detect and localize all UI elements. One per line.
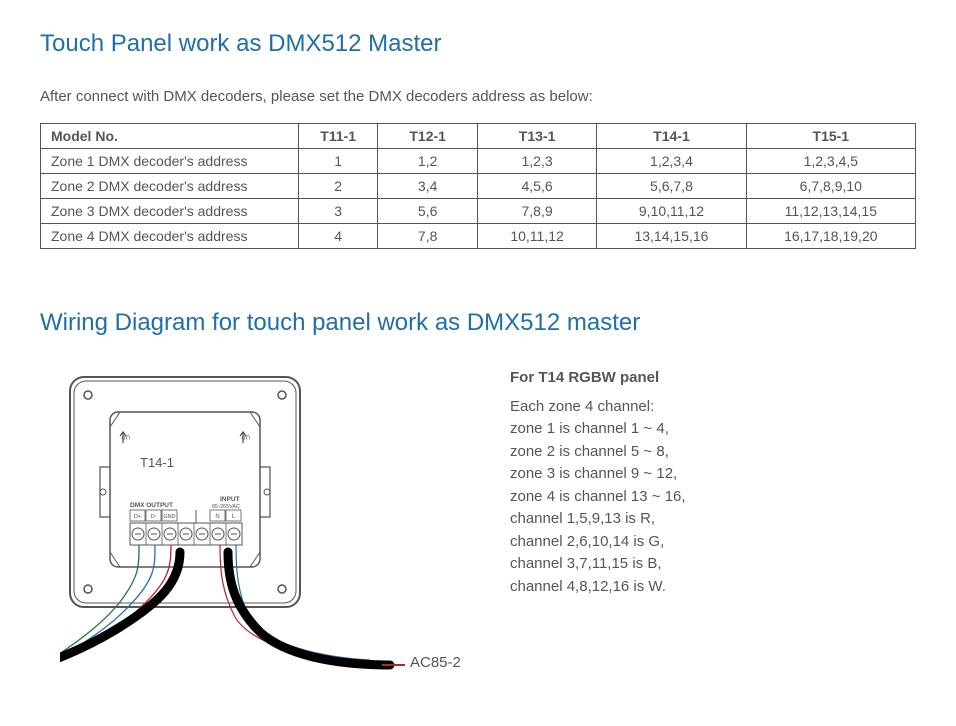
panel-info-line: zone 3 is channel 9 ~ 12,	[510, 463, 916, 486]
table-cell: 1,2	[378, 149, 477, 174]
table-cell: 5,6	[378, 199, 477, 224]
table-cell: 16,17,18,19,20	[746, 224, 915, 249]
table-row: Zone 3 DMX decoder's address35,67,8,99,1…	[41, 199, 916, 224]
input-label: INPUT	[220, 496, 240, 503]
table-cell: Zone 2 DMX decoder's address	[41, 174, 299, 199]
svg-text:N: N	[215, 514, 219, 520]
table-header-cell: T11-1	[298, 124, 378, 149]
panel-info-line: channel 3,7,11,15 is B,	[510, 553, 916, 576]
svg-text:GND: GND	[163, 514, 175, 520]
table-cell: 6,7,8,9,10	[746, 174, 915, 199]
table-cell: 7,8	[378, 224, 477, 249]
panel-info-block: For T14 RGBW panel Each zone 4 channel:z…	[510, 367, 916, 598]
up-label-left: UP	[122, 433, 130, 439]
panel-info-line: channel 1,5,9,13 is R,	[510, 508, 916, 531]
wiring-diagram: UP UP T14-1 DMX OUTPUT INPUT 85-265VAC D…	[60, 367, 460, 682]
table-cell: 9,10,11,12	[597, 199, 746, 224]
dmx-output-label: DMX OUTPUT	[130, 502, 173, 509]
table-cell: 4	[298, 224, 378, 249]
svg-text:D+: D+	[134, 514, 141, 520]
table-cell: 2	[298, 174, 378, 199]
table-cell: 11,12,13,14,15	[746, 199, 915, 224]
panel-info-line: zone 4 is channel 13 ~ 16,	[510, 486, 916, 509]
voltage-label: AC85-265V	[410, 654, 460, 671]
table-header-row: Model No.T11-1T12-1T13-1T14-1T15-1	[41, 124, 916, 149]
table-cell: 13,14,15,16	[597, 224, 746, 249]
table-row: Zone 4 DMX decoder's address47,810,11,12…	[41, 224, 916, 249]
table-header-cell: Model No.	[41, 124, 299, 149]
table-cell: 10,11,12	[477, 224, 596, 249]
svg-text:D-: D-	[151, 514, 157, 520]
table-cell: 4,5,6	[477, 174, 596, 199]
panel-info-line: channel 4,8,12,16 is W.	[510, 576, 916, 599]
panel-info-line: channel 2,6,10,14 is G,	[510, 531, 916, 554]
panel-info-line: zone 2 is channel 5 ~ 8,	[510, 441, 916, 464]
diagram-model-label: T14-1	[140, 455, 174, 470]
table-header-cell: T13-1	[477, 124, 596, 149]
table-cell: 5,6,7,8	[597, 174, 746, 199]
table-cell: 1,2,3,4	[597, 149, 746, 174]
table-header-cell: T12-1	[378, 124, 477, 149]
panel-info-line: Each zone 4 channel:	[510, 396, 916, 419]
panel-info-subhead: For T14 RGBW panel	[510, 367, 916, 390]
table-cell: 1,2,3	[477, 149, 596, 174]
up-label-right: UP	[242, 433, 250, 439]
input-range-label: 85-265VAC	[212, 504, 240, 510]
section2-title: Wiring Diagram for touch panel work as D…	[40, 309, 916, 337]
table-cell: Zone 1 DMX decoder's address	[41, 149, 299, 174]
table-cell: 7,8,9	[477, 199, 596, 224]
table-cell: Zone 4 DMX decoder's address	[41, 224, 299, 249]
table-cell: 1	[298, 149, 378, 174]
table-header-cell: T15-1	[746, 124, 915, 149]
table-header-cell: T14-1	[597, 124, 746, 149]
section1-intro: After connect with DMX decoders, please …	[40, 88, 916, 105]
address-table: Model No.T11-1T12-1T13-1T14-1T15-1 Zone …	[40, 123, 916, 249]
table-cell: 3,4	[378, 174, 477, 199]
panel-info-line: zone 1 is channel 1 ~ 4,	[510, 418, 916, 441]
table-cell: Zone 3 DMX decoder's address	[41, 199, 299, 224]
table-cell: 1,2,3,4,5	[746, 149, 915, 174]
table-cell: 3	[298, 199, 378, 224]
table-row: Zone 1 DMX decoder's address11,21,2,31,2…	[41, 149, 916, 174]
table-row: Zone 2 DMX decoder's address23,44,5,65,6…	[41, 174, 916, 199]
section1-title: Touch Panel work as DMX512 Master	[40, 30, 916, 58]
